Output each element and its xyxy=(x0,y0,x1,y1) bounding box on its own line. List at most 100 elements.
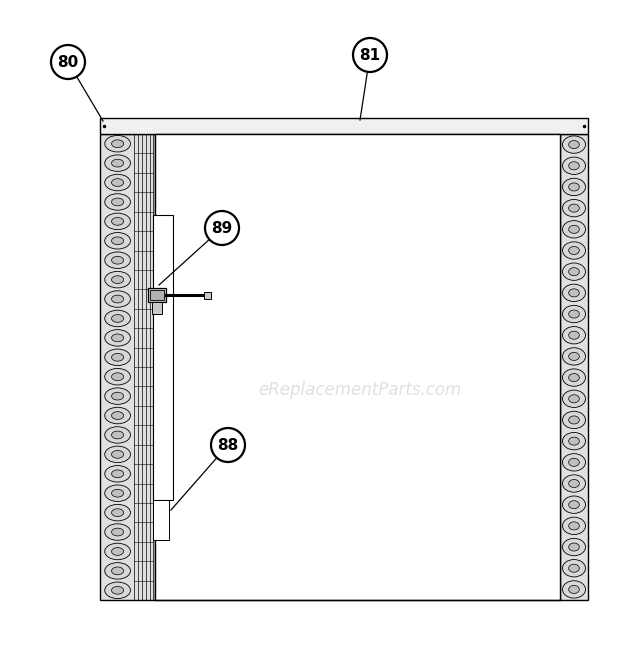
Ellipse shape xyxy=(112,159,123,167)
Ellipse shape xyxy=(562,221,585,238)
Ellipse shape xyxy=(105,291,130,307)
Ellipse shape xyxy=(112,412,123,420)
Ellipse shape xyxy=(105,524,130,540)
Ellipse shape xyxy=(569,585,579,593)
Text: 81: 81 xyxy=(360,47,381,63)
Ellipse shape xyxy=(569,140,579,148)
Ellipse shape xyxy=(569,162,579,170)
Ellipse shape xyxy=(569,204,579,212)
Ellipse shape xyxy=(112,431,123,439)
Ellipse shape xyxy=(569,416,579,424)
Ellipse shape xyxy=(562,305,585,323)
Ellipse shape xyxy=(562,178,585,196)
Ellipse shape xyxy=(569,374,579,382)
Ellipse shape xyxy=(105,349,130,366)
Circle shape xyxy=(51,45,85,79)
Ellipse shape xyxy=(105,388,130,404)
Bar xyxy=(155,134,560,600)
Ellipse shape xyxy=(105,368,130,385)
Ellipse shape xyxy=(569,267,579,276)
Ellipse shape xyxy=(112,334,123,342)
Ellipse shape xyxy=(112,315,123,323)
Ellipse shape xyxy=(112,295,123,303)
Ellipse shape xyxy=(112,392,123,400)
Ellipse shape xyxy=(562,454,585,471)
Circle shape xyxy=(353,38,387,72)
Ellipse shape xyxy=(562,263,585,281)
Ellipse shape xyxy=(112,237,123,245)
Ellipse shape xyxy=(105,233,130,249)
Ellipse shape xyxy=(112,256,123,264)
Text: 80: 80 xyxy=(58,55,79,70)
Bar xyxy=(204,291,211,299)
Ellipse shape xyxy=(112,198,123,206)
Bar xyxy=(153,215,173,500)
Ellipse shape xyxy=(112,489,123,497)
Ellipse shape xyxy=(105,504,130,521)
Ellipse shape xyxy=(569,352,579,360)
Bar xyxy=(150,290,164,300)
Ellipse shape xyxy=(105,194,130,210)
Ellipse shape xyxy=(562,284,585,301)
Ellipse shape xyxy=(105,465,130,482)
Ellipse shape xyxy=(105,213,130,229)
Ellipse shape xyxy=(112,547,123,555)
Ellipse shape xyxy=(112,587,123,594)
Ellipse shape xyxy=(105,330,130,346)
Text: 89: 89 xyxy=(211,221,232,235)
Ellipse shape xyxy=(105,174,130,191)
Ellipse shape xyxy=(112,528,123,536)
Ellipse shape xyxy=(562,242,585,259)
Bar xyxy=(152,302,162,314)
Ellipse shape xyxy=(105,252,130,269)
Circle shape xyxy=(211,428,245,462)
Ellipse shape xyxy=(112,179,123,186)
Ellipse shape xyxy=(569,479,579,487)
Ellipse shape xyxy=(569,458,579,466)
Ellipse shape xyxy=(112,276,123,283)
Ellipse shape xyxy=(569,183,579,191)
Ellipse shape xyxy=(105,563,130,579)
Ellipse shape xyxy=(112,567,123,575)
Ellipse shape xyxy=(562,539,585,556)
Ellipse shape xyxy=(105,485,130,501)
Ellipse shape xyxy=(105,155,130,172)
Ellipse shape xyxy=(569,225,579,233)
Ellipse shape xyxy=(569,247,579,255)
Ellipse shape xyxy=(112,140,123,148)
Ellipse shape xyxy=(569,395,579,403)
Ellipse shape xyxy=(105,446,130,463)
Ellipse shape xyxy=(562,496,585,513)
Ellipse shape xyxy=(562,369,585,386)
Ellipse shape xyxy=(562,200,585,217)
Ellipse shape xyxy=(569,564,579,573)
Text: eReplacementParts.com: eReplacementParts.com xyxy=(259,381,462,399)
Ellipse shape xyxy=(112,217,123,225)
Ellipse shape xyxy=(105,427,130,443)
Circle shape xyxy=(205,211,239,245)
Ellipse shape xyxy=(562,559,585,577)
Ellipse shape xyxy=(112,509,123,517)
Bar xyxy=(148,288,166,302)
Ellipse shape xyxy=(112,450,123,458)
Ellipse shape xyxy=(569,437,579,445)
Ellipse shape xyxy=(562,517,585,535)
Bar xyxy=(560,134,588,600)
Ellipse shape xyxy=(569,331,579,339)
Ellipse shape xyxy=(569,543,579,551)
Ellipse shape xyxy=(112,353,123,361)
Ellipse shape xyxy=(562,157,585,174)
Ellipse shape xyxy=(569,289,579,297)
Ellipse shape xyxy=(562,327,585,344)
Text: 88: 88 xyxy=(218,438,239,452)
Ellipse shape xyxy=(105,136,130,152)
Ellipse shape xyxy=(569,501,579,509)
Ellipse shape xyxy=(112,373,123,380)
Bar xyxy=(100,134,155,600)
Ellipse shape xyxy=(562,136,585,153)
Ellipse shape xyxy=(562,475,585,492)
Ellipse shape xyxy=(562,432,585,450)
Ellipse shape xyxy=(105,543,130,560)
Ellipse shape xyxy=(112,470,123,477)
Ellipse shape xyxy=(562,411,585,429)
